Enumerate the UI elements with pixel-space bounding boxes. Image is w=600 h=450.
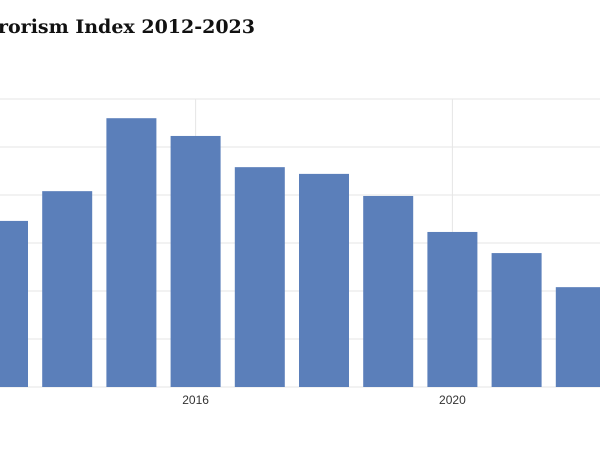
bar xyxy=(106,118,157,387)
bar xyxy=(42,191,93,387)
bar xyxy=(427,231,478,387)
chart-title: rorism Index 2012-2023 xyxy=(0,16,255,38)
x-tick-label: 2016 xyxy=(182,393,209,407)
x-tick-label: 2020 xyxy=(439,393,466,407)
bar xyxy=(170,135,221,387)
bar xyxy=(491,253,542,387)
bar xyxy=(234,167,285,387)
bar xyxy=(555,287,600,387)
bar xyxy=(299,173,349,387)
bar xyxy=(0,220,28,387)
bar xyxy=(363,195,414,387)
